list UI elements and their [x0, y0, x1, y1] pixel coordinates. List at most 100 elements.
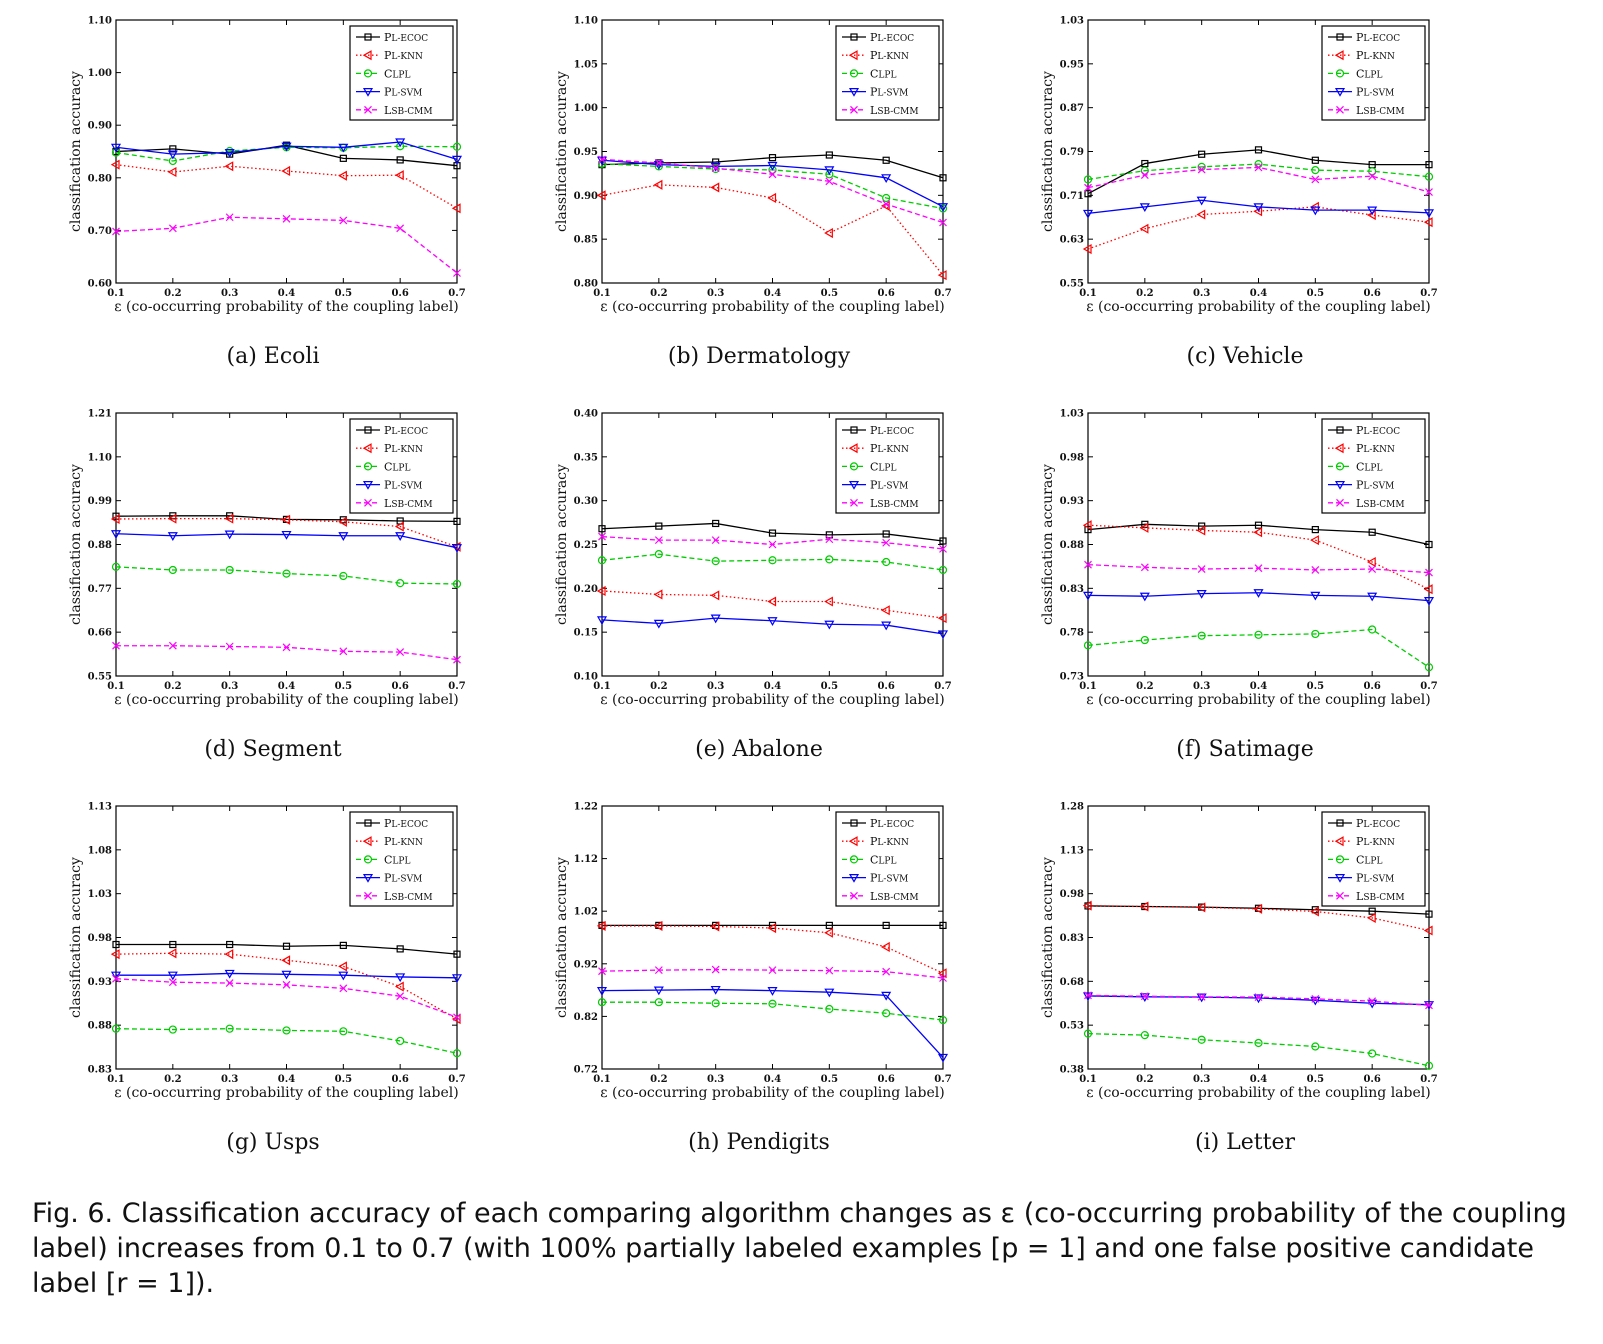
figure-grid: 0.60 0.70 0.80 0.90 1.00 1.10 0.1 0.2 0.3 0.4 0.5 0…: [38, 16, 1510, 1164]
sub-caption: (g) Usps: [226, 1130, 320, 1155]
series-line-clpl: [601, 553, 944, 571]
data-point-lsb-cmm: [1368, 172, 1377, 181]
legend-label-lsb-cmm: LSB-CMM: [870, 104, 919, 117]
legend-marker-pl-ecoc: [1336, 426, 1344, 434]
data-point-clpl: [597, 998, 607, 1007]
data-point-clpl: [1424, 172, 1434, 181]
y-tick-label: 0.55: [88, 672, 112, 683]
y-tick-label: 0.25: [574, 540, 598, 551]
data-point-clpl: [768, 556, 777, 565]
data-point-lsb-cmm: [282, 214, 291, 223]
data-point-lsb-cmm: [339, 647, 348, 656]
series-line-pl-ecoc: [1087, 149, 1429, 195]
data-point-pl-knn: [1366, 912, 1376, 923]
data-point-pl-knn: [1196, 209, 1206, 220]
data-point-lsb-cmm: [339, 984, 348, 993]
legend-marker-clpl: [363, 69, 373, 78]
x-tick-label: 0.2: [1136, 681, 1153, 692]
data-point-pl-ecoc: [1084, 190, 1092, 198]
x-tick-label: 0.6: [391, 1074, 408, 1085]
data-point-pl-ecoc: [169, 940, 177, 949]
data-point-pl-svm: [937, 203, 949, 212]
data-point-pl-knn: [1423, 925, 1433, 936]
legend-marker-lsb-cmm: [364, 891, 372, 900]
y-axis-label: classification accuracy: [554, 71, 570, 232]
data-point-pl-ecoc: [339, 154, 347, 162]
data-point-lsb-cmm: [882, 967, 891, 976]
data-point-pl-svm: [451, 974, 463, 984]
legend-label-pl-knn: PL-KNN: [870, 49, 909, 62]
data-point-pl-knn: [394, 981, 404, 992]
y-tick-label: 0.40: [574, 409, 598, 420]
data-point-pl-knn: [937, 613, 947, 624]
series-pl-svm: [110, 138, 463, 165]
series-lsb-cmm: [598, 965, 947, 982]
y-tick-label: 1.00: [574, 103, 598, 114]
legend-marker-pl-svm: [362, 873, 374, 883]
series-line-pl-ecoc: [1087, 523, 1430, 546]
series-line-pl-svm: [116, 972, 458, 979]
data-point-lsb-cmm: [598, 532, 606, 541]
y-tick-label: 1.28: [1060, 802, 1084, 813]
data-point-clpl: [111, 1024, 121, 1033]
x-tick-label: 0.6: [1363, 1074, 1380, 1085]
y-tick-label: 0.55: [1060, 279, 1084, 290]
data-point-pl-ecoc: [939, 537, 947, 545]
data-point-pl-svm: [395, 138, 406, 148]
legend-label-lsb-cmm: LSB-CMM: [384, 497, 433, 510]
y-tick-label: 0.85: [574, 235, 598, 246]
legend-label-pl-ecoc: PL-ECOC: [870, 31, 914, 44]
legend-marker-pl-svm: [1334, 480, 1346, 490]
sub-caption: (a) Ecoli: [226, 344, 320, 369]
series-clpl: [1083, 625, 1434, 672]
data-point-lsb-cmm: [1425, 188, 1433, 196]
legend-label-pl-knn: PL-KNN: [384, 49, 423, 62]
series-clpl: [1083, 1029, 1434, 1070]
x-tick-label: 0.2: [164, 288, 181, 299]
data-point-clpl: [1140, 1031, 1149, 1040]
x-tick-label: 0.2: [164, 1074, 181, 1085]
series-line-pl-ecoc: [116, 943, 458, 955]
data-point-lsb-cmm: [1254, 993, 1263, 1002]
data-point-lsb-cmm: [1084, 991, 1092, 1000]
chart-panel-g-usps: 0.83 0.88 0.93 0.98 1.03 1.08 1.13 0.1 0.2 0.3 0.4…: [38, 794, 538, 1164]
data-point-pl-ecoc: [1368, 907, 1376, 915]
legend-label-pl-knn: PL-KNN: [1356, 49, 1395, 62]
x-tick-label: 0.6: [1363, 681, 1380, 692]
y-tick-label: 0.88: [88, 1021, 112, 1032]
legend-label-clpl: CLPL: [384, 853, 410, 866]
data-point-pl-knn: [167, 166, 177, 178]
data-point-clpl: [938, 1015, 948, 1025]
data-point-clpl: [1311, 1042, 1320, 1051]
data-point-pl-svm: [1082, 209, 1094, 219]
legend-marker-pl-knn: [362, 443, 372, 454]
data-point-clpl: [1254, 1038, 1263, 1048]
data-point-clpl: [282, 1026, 291, 1035]
data-point-pl-svm: [338, 971, 349, 981]
data-point-pl-knn: [767, 192, 777, 203]
x-axis-label: ε (co-occurring probability of the coupl…: [114, 692, 458, 708]
y-tick-label: 1.00: [88, 68, 112, 79]
data-point-pl-svm: [767, 617, 778, 626]
legend-label-pl-svm: PL-SVM: [1356, 479, 1394, 492]
legend-label-pl-ecoc: PL-ECOC: [384, 817, 428, 830]
y-axis-label: classification accuracy: [68, 464, 84, 625]
series-line-pl-knn: [1087, 206, 1430, 250]
data-point-clpl: [282, 569, 291, 578]
legend-label-clpl: CLPL: [384, 67, 410, 80]
data-point-lsb-cmm: [654, 158, 663, 167]
data-point-pl-ecoc: [1254, 146, 1263, 154]
y-tick-label: 0.98: [1060, 452, 1084, 463]
y-tick-label: 0.98: [1060, 889, 1084, 900]
chart-panel-f-satimage: 0.73 0.78 0.83 0.88 0.93 0.98 1.03 0.1 0.2 0.3 0.4…: [1010, 401, 1510, 771]
data-point-pl-svm: [110, 143, 122, 153]
series-pl-svm: [110, 530, 463, 553]
data-point-lsb-cmm: [1311, 175, 1320, 184]
data-point-pl-ecoc: [882, 921, 890, 930]
legend-label-pl-ecoc: PL-ECOC: [870, 817, 914, 830]
chart-svg: 0.38 0.53 0.68 0.83 0.98 1.13 1.28 0.1 0.2 0.3 0.4…: [1040, 802, 1438, 1102]
x-tick-label: 0.5: [335, 681, 352, 692]
data-point-lsb-cmm: [882, 538, 891, 547]
y-tick-label: 0.78: [1060, 628, 1084, 639]
legend-label-clpl: CLPL: [870, 853, 896, 866]
